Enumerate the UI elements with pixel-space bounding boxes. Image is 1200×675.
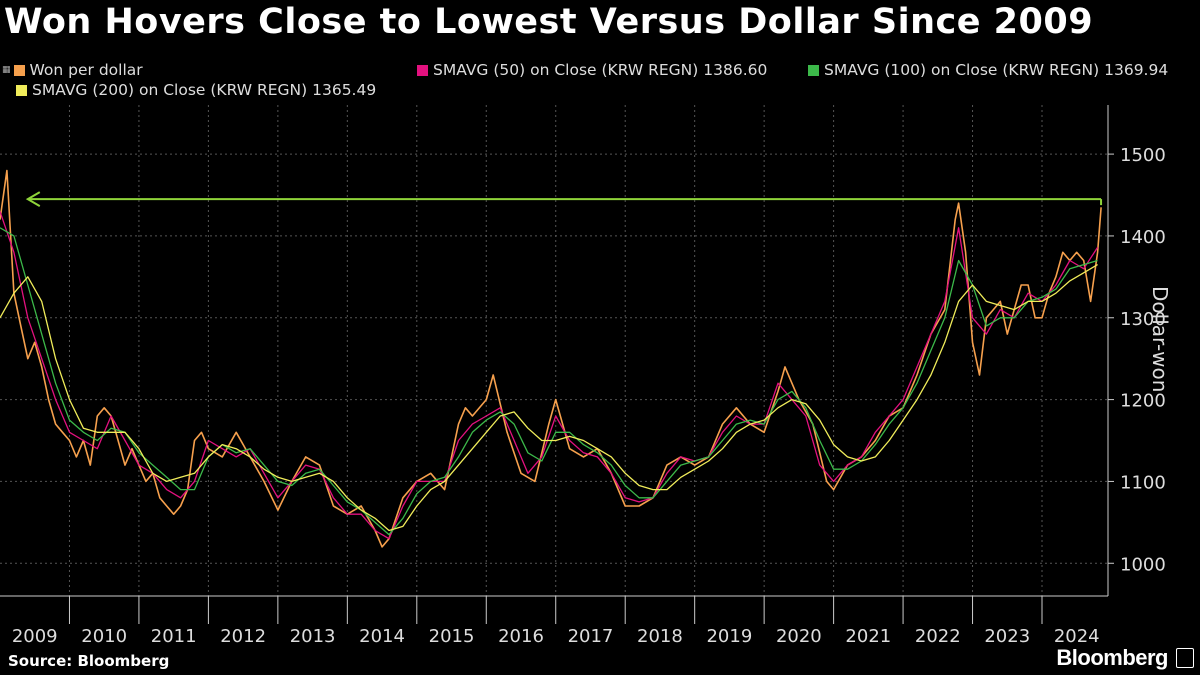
x-tick-label: 2022 [915,626,961,647]
chart-title: Won Hovers Close to Lowest Versus Dollar… [4,2,1094,42]
y-axis-label: Dollar-won [1148,286,1172,393]
bloomberg-logo: Bloomberg [1056,645,1168,670]
legend-label-won: Won per dollar [29,61,143,79]
series-line-sma50 [0,211,1099,540]
bloomberg-terminal-icon [1176,648,1194,668]
legend-swatch-sma200 [16,84,27,96]
legend-label-sma100: SMAVG (100) on Close (KRW REGN) 1369.94 [824,61,1169,79]
y-tick-label: 1300 [1120,309,1166,330]
collapse-icon: ▦ [2,65,11,75]
x-tick-label: 2015 [429,626,475,647]
x-tick-label: 2024 [1054,626,1100,647]
y-tick-label: 1000 [1120,554,1166,575]
legend-item-sma50: SMAVG (50) on Close (KRW REGN) 1386.60 [417,61,767,79]
legend-item-sma200: SMAVG (200) on Close (KRW REGN) 1365.49 [16,81,376,99]
legend-item-sma100: SMAVG (100) on Close (KRW REGN) 1369.94 [808,61,1168,79]
x-tick-label: 2020 [776,626,822,647]
x-tick-label: 2019 [706,626,752,647]
x-tick-label: 2023 [984,626,1030,647]
y-tick-label: 1100 [1120,472,1166,493]
series-line-won [0,169,1102,548]
series-line-sma200 [0,264,1098,532]
x-tick-label: 2012 [220,626,266,647]
x-tick-label: 2009 [12,626,58,647]
x-tick-label: 2018 [637,626,683,647]
x-tick-label: 2014 [359,626,405,647]
y-axis: 1000 1100 1200 1300 1400 1500 [1107,105,1166,596]
x-tick-label: 2013 [290,626,336,647]
legend-label-sma200: SMAVG (200) on Close (KRW REGN) 1365.49 [32,81,377,99]
legend-label-sma50: SMAVG (50) on Close (KRW REGN) 1386.60 [433,61,768,79]
legend-item-won: ▦ Won per dollar [2,61,143,79]
legend-swatch-won [13,64,25,76]
legend-swatch-sma50 [417,64,428,76]
x-axis: 2009 2010 2011 2012 2013 2014 2015 2016 2017 2018… [0,595,1108,647]
source-note: Source: Bloomberg [8,652,170,670]
x-tick-label: 2010 [81,626,127,647]
legend-swatch-sma100 [808,64,819,76]
series-layer [0,169,1102,548]
y-tick-label: 1400 [1120,227,1166,248]
gridlines [0,105,1108,596]
annotation-layer [25,191,1103,207]
y-tick-label: 1200 [1120,391,1166,412]
x-tick-label: 2011 [151,626,197,647]
series-line-sma100 [0,227,1098,536]
x-tick-label: 2016 [498,626,544,647]
y-tick-label: 1500 [1120,145,1166,166]
x-tick-label: 2021 [845,626,891,647]
annotation-arrow-head [25,191,41,207]
x-tick-label: 2017 [568,626,614,647]
